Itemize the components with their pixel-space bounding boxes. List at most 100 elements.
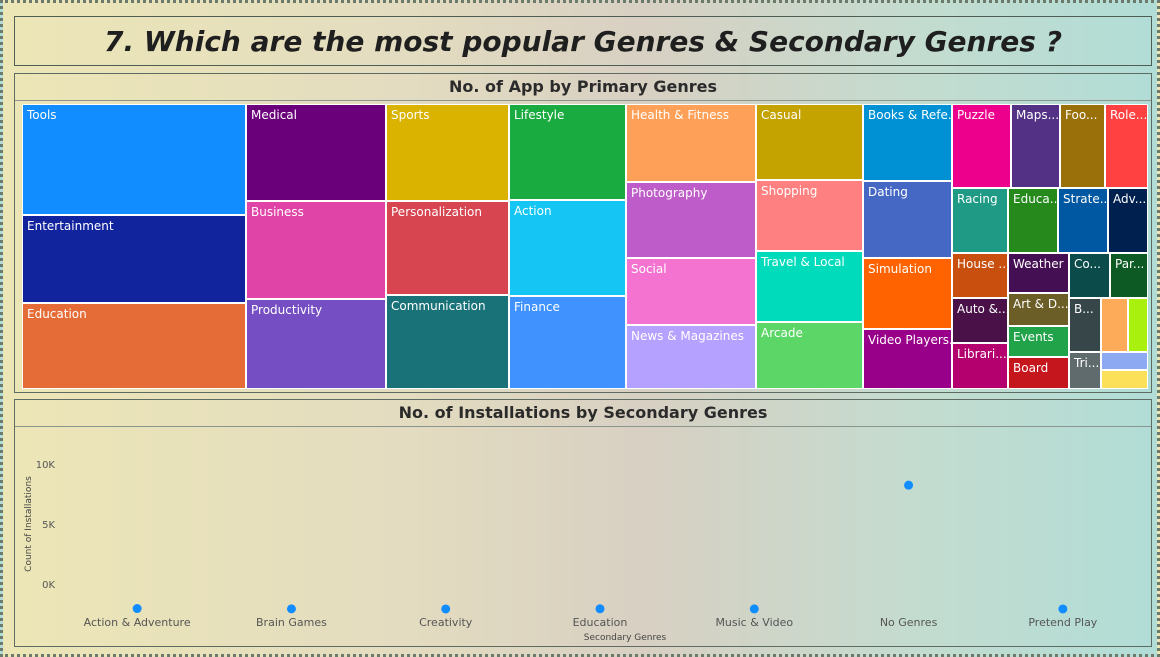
treemap-tile-label: Communication [391, 299, 486, 313]
scatter-point[interactable] [749, 604, 759, 614]
x-axis-label: Secondary Genres [584, 633, 667, 643]
treemap-tile[interactable]: Librari... [952, 343, 1008, 389]
treemap-tile[interactable]: Communication [386, 295, 509, 389]
treemap-tile[interactable]: House ... [952, 253, 1008, 298]
treemap-tile[interactable]: Art & D... [1008, 293, 1069, 326]
treemap-tile[interactable]: Strate... [1058, 188, 1108, 253]
treemap-tile[interactable]: Sports [386, 104, 509, 201]
x-tick-label: Music & Video [715, 616, 793, 629]
treemap-tile[interactable]: Medical [246, 104, 386, 201]
treemap-tile-label: Librari... [957, 347, 1007, 361]
treemap-tile[interactable]: Shopping [756, 180, 863, 251]
scatter-point[interactable] [904, 480, 914, 490]
treemap-tile-label: Video Players... [868, 333, 952, 347]
treemap-tile-label: Art & D... [1013, 297, 1069, 311]
treemap-tile[interactable]: Finance [509, 296, 626, 389]
treemap-tile-label: Lifestyle [514, 108, 565, 122]
treemap-tile[interactable]: Educa... [1008, 188, 1058, 253]
x-tick-label: No Genres [880, 616, 938, 629]
treemap-tile-label: Arcade [761, 326, 803, 340]
treemap-tile[interactable]: Business [246, 201, 386, 299]
treemap-tile[interactable]: Travel & Local [756, 251, 863, 322]
scatter-point[interactable] [132, 604, 142, 614]
treemap-tile-label: Strate... [1063, 192, 1108, 206]
treemap-tile[interactable]: Action [509, 200, 626, 296]
treemap-tile[interactable]: Racing [952, 188, 1008, 253]
treemap-tile[interactable]: Education [22, 303, 246, 389]
scatter-point[interactable] [1058, 604, 1068, 614]
treemap-tile-label: Health & Fitness [631, 108, 729, 122]
treemap-tile[interactable]: Photography [626, 182, 756, 258]
treemap-tile[interactable] [1128, 298, 1148, 352]
treemap-tile[interactable] [1101, 370, 1148, 389]
treemap-tile[interactable]: Health & Fitness [626, 104, 756, 182]
treemap-tile[interactable]: Dating [863, 181, 952, 258]
treemap-tile-label: Shopping [761, 184, 818, 198]
treemap-tile[interactable]: Co... [1069, 253, 1110, 298]
x-tick-label: Action & Adventure [84, 616, 191, 629]
treemap-tile-label: Auto &... [957, 302, 1008, 316]
treemap-tile[interactable]: Arcade [756, 322, 863, 389]
scatter-title: No. of Installations by Secondary Genres [15, 400, 1151, 427]
y-tick-label: 10K [36, 460, 56, 471]
scatter-point[interactable] [441, 604, 451, 614]
treemap-tile[interactable] [1101, 352, 1148, 370]
treemap-tile[interactable]: Role... [1105, 104, 1148, 188]
treemap-tile[interactable]: Board [1008, 357, 1069, 389]
treemap-tile-label: Par... [1115, 257, 1145, 271]
treemap-tile[interactable]: Events [1008, 326, 1069, 357]
treemap-tile-label: House ... [957, 257, 1008, 271]
treemap-tile[interactable]: Simulation [863, 258, 952, 329]
treemap-tile[interactable]: Video Players... [863, 329, 952, 389]
treemap-tile-label: Co... [1074, 257, 1101, 271]
page-title: 7. Which are the most popular Genres & S… [104, 24, 1062, 58]
treemap-tile-label: Sports [391, 108, 430, 122]
treemap-panel: No. of App by Primary Genres Tools Entert… [14, 73, 1152, 393]
y-tick-label: 0K [42, 580, 55, 591]
treemap-tile-label: News & Magazines [631, 329, 744, 343]
scatter-point[interactable] [595, 604, 605, 614]
x-tick-label: Creativity [419, 616, 473, 629]
treemap-tile[interactable]: Maps... [1011, 104, 1060, 188]
treemap-tile-label: Photography [631, 186, 708, 200]
treemap-tile-label: B... [1074, 302, 1094, 316]
treemap-tile[interactable]: B... [1069, 298, 1101, 352]
treemap-tile-label: Role... [1110, 108, 1148, 122]
treemap-tile-label: Personalization [391, 205, 482, 219]
x-tick-label: Pretend Play [1028, 616, 1097, 629]
treemap-tile[interactable]: Lifestyle [509, 104, 626, 200]
treemap-tile[interactable]: News & Magazines [626, 325, 756, 389]
treemap-tile[interactable]: Social [626, 258, 756, 325]
treemap-tile[interactable]: Foo... [1060, 104, 1105, 188]
treemap-tile-label: Business [251, 205, 304, 219]
y-axis-label: Count of Installations [24, 476, 34, 572]
treemap-tile-label: Action [514, 204, 552, 218]
treemap-tile-label: Medical [251, 108, 297, 122]
treemap-tile[interactable]: Tools [22, 104, 246, 215]
treemap-tile-label: Books & Refe... [868, 108, 952, 122]
treemap-tile[interactable]: Personalization [386, 201, 509, 295]
treemap-tile-label: Events [1013, 330, 1054, 344]
treemap-tile[interactable]: Productivity [246, 299, 386, 389]
treemap-tile-label: Board [1013, 361, 1049, 375]
treemap-tile-label: Casual [761, 108, 802, 122]
treemap-tile[interactable]: Weather [1008, 253, 1069, 293]
treemap-tile[interactable]: Par... [1110, 253, 1148, 298]
treemap-tile-label: Dating [868, 185, 908, 199]
treemap-tile[interactable]: Adv... [1108, 188, 1148, 253]
treemap-tile-label: Social [631, 262, 667, 276]
treemap-tile-label: Entertainment [27, 219, 114, 233]
scatter-panel: No. of Installations by Secondary Genres… [14, 399, 1152, 647]
treemap-tile[interactable]: Casual [756, 104, 863, 180]
treemap-tile[interactable]: Books & Refe... [863, 104, 952, 181]
treemap-tile[interactable]: Puzzle [952, 104, 1011, 188]
x-tick-label: Education [573, 616, 628, 629]
treemap-tile-label: Productivity [251, 303, 323, 317]
scatter-point[interactable] [286, 604, 296, 614]
treemap-tile[interactable]: Entertainment [22, 215, 246, 303]
treemap-tile[interactable]: Tri... [1069, 352, 1101, 389]
treemap-tile[interactable] [1101, 298, 1128, 352]
treemap-tile[interactable]: Auto &... [952, 298, 1008, 343]
treemap-tile-label: Tools [27, 108, 57, 122]
